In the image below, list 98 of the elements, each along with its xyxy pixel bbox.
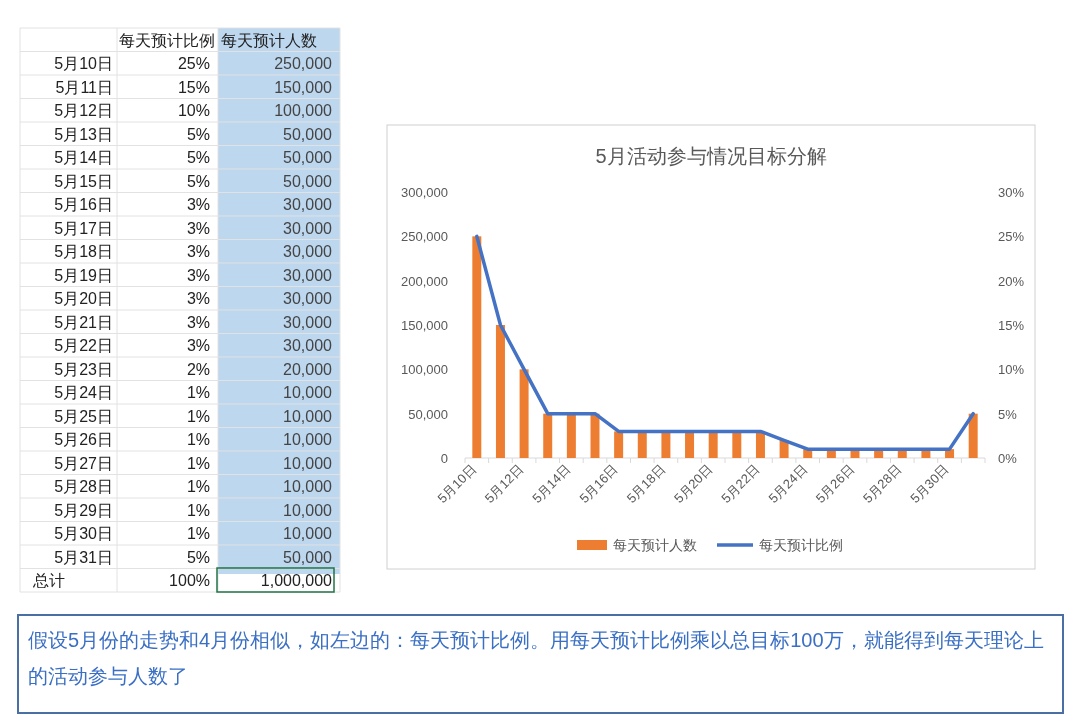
x-tick-label: 5月20日: [670, 461, 716, 506]
y2-tick-label: 20%: [998, 273, 1025, 289]
text: 10,000: [283, 431, 333, 448]
text: 3%: [186, 313, 210, 331]
text: 10,000: [283, 525, 333, 542]
text: 3%: [186, 243, 210, 260]
y-tick-label: 50,000: [408, 406, 448, 422]
text: 100,000: [274, 102, 333, 119]
x-tick-label: 5月18日: [623, 461, 669, 506]
text: 10,000: [283, 384, 333, 401]
chart-title: 5月活动参与情况目标分解: [595, 145, 827, 167]
y-tick-label: 250,000: [401, 229, 448, 245]
y2-tick-label: 25%: [998, 229, 1025, 245]
text: 5月10日: [54, 55, 113, 72]
text: 5月14日: [54, 149, 113, 166]
text: 3%: [186, 219, 210, 237]
text: 30,000: [283, 196, 333, 213]
text: 10,000: [283, 407, 333, 425]
text: 1%: [186, 407, 210, 425]
y2-tick-label: 0%: [998, 451, 1018, 466]
text: 50,000: [283, 548, 333, 566]
text: 5月17日: [54, 219, 113, 237]
text: 150,000: [274, 78, 333, 96]
text: 2%: [186, 360, 210, 378]
y-tick-label: 100,000: [401, 362, 448, 378]
text: 1,000,000: [260, 572, 333, 589]
text: 3%: [186, 196, 210, 213]
text: 5月23日: [54, 360, 113, 378]
x-tick-label: 5月30日: [907, 461, 952, 506]
x-tick-label: 5月28日: [860, 461, 905, 506]
text: 10,000: [283, 501, 333, 519]
text: 5%: [186, 172, 210, 190]
text: 每天预计比例: [119, 32, 215, 49]
text: 5月24日: [54, 384, 113, 401]
text: 30,000: [283, 219, 333, 237]
text: 总计: [32, 572, 65, 589]
y-tick-label: 0: [440, 451, 448, 466]
text: 1%: [186, 431, 210, 448]
text: 5月31日: [54, 548, 113, 566]
y2-tick-label: 10%: [998, 362, 1025, 378]
text: 5月16日: [54, 196, 113, 213]
text: 1%: [186, 501, 210, 519]
y2-tick-label: 5%: [998, 406, 1018, 422]
y-tick-label: 200,000: [401, 273, 448, 289]
text: 5月15日: [54, 172, 113, 190]
text: 3%: [186, 337, 210, 354]
text: 50,000: [283, 172, 333, 190]
x-tick-label: 5月12日: [481, 461, 527, 506]
text: 100%: [169, 572, 210, 589]
text: 5月12日: [54, 102, 113, 119]
text: 3%: [186, 290, 210, 307]
text: 5%: [186, 149, 210, 166]
text: 15%: [177, 78, 210, 96]
text: 5月18日: [54, 243, 113, 260]
y2-tick-label: 15%: [998, 318, 1025, 333]
text: 3%: [186, 266, 210, 284]
text: 1%: [186, 525, 210, 542]
x-tick-label: 5月26日: [812, 461, 858, 506]
y-tick-label: 150,000: [401, 318, 448, 333]
text: 假设5月份的走势和4月份相似，如左边的：每天预计比例。用每天预计比例乘以总目标100万，就能得到每天理论上的活动参与人数了: [17, 614, 1064, 714]
y2-tick-label: 30%: [998, 185, 1025, 200]
text: 10%: [177, 102, 210, 119]
legend-label: 每天预计比例: [759, 537, 843, 553]
text: 5月20日: [54, 290, 113, 307]
text: 1%: [186, 454, 210, 472]
text: 20,000: [283, 360, 333, 378]
text: 25%: [177, 55, 210, 72]
text: 5月26日: [54, 431, 113, 448]
text: 1%: [186, 384, 210, 401]
y-tick-label: 300,000: [401, 185, 448, 200]
text: 30,000: [283, 337, 333, 354]
x-tick-label: 5月16日: [576, 461, 621, 506]
text: 5月21日: [54, 313, 113, 331]
text: 5月30日: [54, 525, 113, 542]
text: 5月19日: [54, 266, 113, 284]
legend-label: 每天预计人数: [613, 537, 697, 553]
text: 50,000: [283, 149, 333, 166]
x-tick-label: 5月14日: [529, 461, 574, 506]
text: 5%: [186, 548, 210, 566]
text: 30,000: [283, 313, 333, 331]
text: 5月22日: [54, 337, 113, 354]
text: 10,000: [283, 478, 333, 495]
x-tick-label: 5月24日: [765, 461, 810, 506]
text: 30,000: [283, 243, 333, 260]
text: 50,000: [283, 125, 333, 143]
text: 5月25日: [54, 407, 113, 425]
text: 5月13日: [54, 125, 113, 143]
text: 5%: [186, 125, 210, 143]
text: 5月27日: [54, 454, 113, 472]
text: 5月29日: [54, 501, 113, 519]
text: 每天预计人数: [221, 32, 317, 49]
text: 30,000: [283, 290, 333, 307]
x-tick-label: 5月22日: [718, 461, 763, 506]
text: 250,000: [274, 55, 333, 72]
text: 5月11日: [55, 78, 113, 96]
text: 10,000: [283, 454, 333, 472]
text: 1%: [186, 478, 210, 495]
text: 30,000: [283, 266, 333, 284]
